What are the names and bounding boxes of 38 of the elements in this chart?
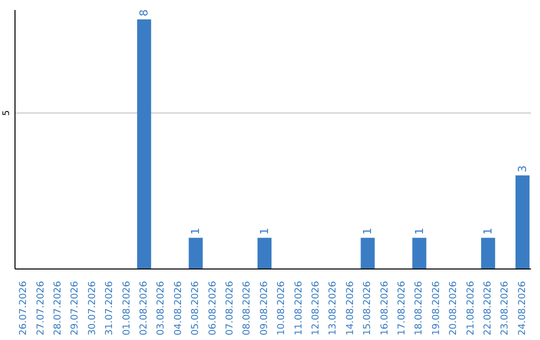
x-tick-label: 20.08.2026 (448, 281, 460, 336)
x-tick-label: 31.07.2026 (104, 281, 116, 336)
data-label: 1 (189, 228, 202, 235)
data-label: 3 (516, 165, 530, 172)
x-tick-label: 30.07.2026 (86, 281, 98, 336)
x-tick-label: 13.08.2026 (328, 281, 339, 336)
x-tick-label: 15.08.2026 (362, 281, 374, 336)
x-tick-label: 09.08.2026 (258, 281, 270, 336)
x-tick-label: 03.08.2026 (156, 281, 167, 336)
x-tick-label: 01.08.2026 (121, 281, 132, 336)
x-tick-label: 08.08.2026 (242, 281, 253, 336)
x-tick-label: 27.07.2026 (35, 281, 46, 336)
x-tick-label: 28.07.2026 (52, 281, 64, 336)
x-tick-label: 24.08.2026 (516, 281, 528, 336)
x-tick-label: 17.08.2026 (396, 281, 408, 336)
data-label: 1 (482, 228, 495, 235)
x-tick-label: 10.08.2026 (276, 281, 288, 336)
y-tick-label: 5 (2, 110, 12, 116)
x-tick-label: 19.08.2026 (430, 281, 442, 336)
x-tick-label: 23.08.2026 (500, 281, 511, 336)
x-tick-label: 11.08.2026 (293, 281, 304, 336)
x-tick-label: 18.08.2026 (414, 281, 425, 336)
x-tick-label: 26.07.2026 (18, 281, 30, 336)
x-tick-label: 02.08.2026 (138, 281, 150, 336)
data-label: 1 (258, 228, 272, 235)
x-tick-label: 16.08.2026 (379, 281, 390, 336)
x-tick-label: 05.08.2026 (190, 281, 202, 336)
x-tick-label: 29.07.2026 (70, 281, 81, 336)
x-tick-label: 06.08.2026 (207, 281, 218, 336)
data-label: 1 (361, 228, 374, 235)
x-tick-label: 22.08.2026 (482, 281, 494, 336)
x-tick-label: 14.08.2026 (344, 281, 356, 336)
x-tick-label: 04.08.2026 (172, 281, 184, 336)
x-tick-label: 07.08.2026 (224, 281, 236, 336)
data-label: 1 (412, 228, 426, 235)
x-tick-label: 21.08.2026 (465, 281, 476, 336)
x-tick-label: 12.08.2026 (310, 281, 322, 336)
data-label: 8 (138, 9, 151, 16)
